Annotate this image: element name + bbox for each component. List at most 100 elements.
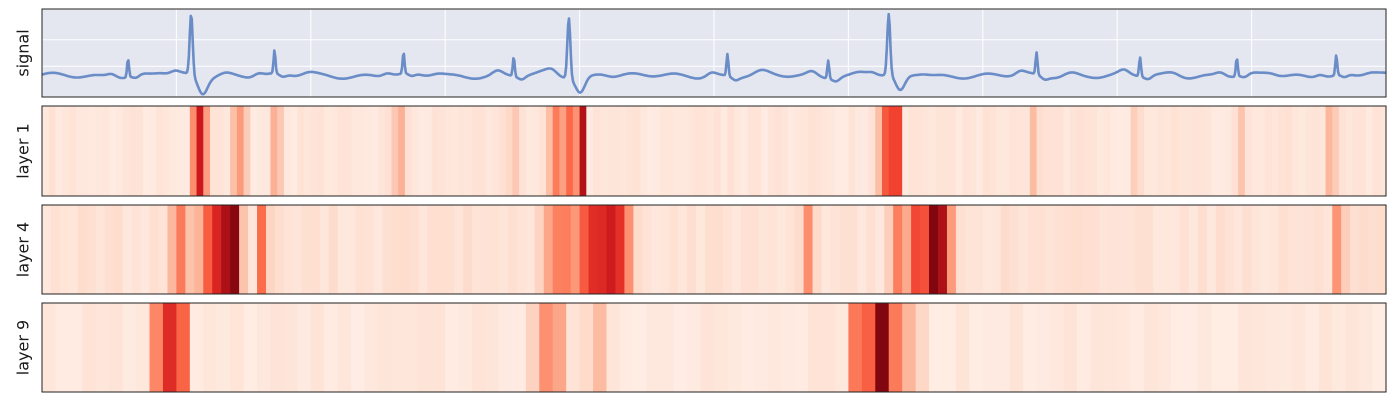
heatmap-cell [982,205,993,294]
heatmap-cell [1332,303,1347,392]
heatmap-cell [445,303,460,392]
heatmap-cell [77,205,88,294]
heatmap-cell [1023,106,1031,196]
heatmap-cell [42,303,57,392]
heatmap-cell [633,205,643,294]
heatmap-cell [814,106,823,196]
heatmap-cell [319,205,330,294]
heatmap-cell [418,205,428,294]
heatmap-cell [463,205,473,294]
heatmap-cell [687,303,702,392]
heatmap-cell [989,106,997,196]
heatmap-cell [301,205,312,294]
heatmap-cell [1345,303,1360,392]
heatmap-cell [1352,106,1360,196]
heatmap-cell [693,106,702,196]
heatmap-cell [351,303,366,392]
heatmap-cell [1215,205,1226,294]
heatmap-cell [310,106,319,196]
heatmap-cell [1341,205,1351,294]
heatmap-cell [292,205,303,294]
heatmap-cell [169,106,177,196]
heatmap-cell [680,106,688,196]
heatmap-cell [808,106,816,196]
heatmap-cell [922,106,930,196]
heatmap-cell [929,205,939,294]
heatmap-cell [357,106,366,196]
heatmap-cell [1135,205,1145,294]
heatmap-cell [996,303,1011,392]
heatmap-cell [102,106,110,196]
heatmap-cell [505,106,513,196]
heatmap-cell [270,106,278,196]
heatmap-cell [1090,303,1105,392]
heatmap-cell [1130,106,1138,196]
heatmap-cell [257,106,265,196]
heatmap-cell [472,303,487,392]
heatmap-cell [572,106,581,196]
heatmap-cell [1265,303,1280,392]
heatmap-cell [236,106,245,196]
heatmap-cell [156,106,164,196]
heatmap-cell [866,205,876,294]
heatmap-cell [1251,106,1259,196]
heatmap-cell [705,205,715,294]
heatmap-cell [176,106,184,196]
panel-layer-9: layer 9 [14,302,1387,393]
heatmap-cell [828,106,836,196]
heatmap-cell [1305,106,1313,196]
heatmap-cell [478,106,487,196]
heatmap-cell [481,205,491,294]
heatmap-cell [243,303,258,392]
heatmap-cell [230,106,238,196]
panel-signal: signal [14,8,1387,98]
heatmap-cell [140,205,151,294]
heatmap-cell [418,303,433,392]
heatmap-cell [722,205,733,294]
heatmap-cell [136,106,144,196]
heatmap-cell [158,205,169,294]
heatmap-cell [1191,106,1199,196]
heatmap-cell [1063,106,1071,196]
heatmap-cell [1197,303,1212,392]
heatmap-cell [714,205,724,294]
heatmap-cell [409,205,419,294]
heatmap-cell [1043,106,1051,196]
heatmap-cell [1009,205,1020,294]
heatmap-cell [626,106,634,196]
heatmap-cell [391,106,399,196]
heatmap-cell [1054,205,1065,294]
heatmap-cell [68,106,77,196]
heatmap-cell [624,205,634,294]
heatmap-cell [774,106,782,196]
heatmap-cell [512,106,520,196]
heatmap-cell [1372,303,1387,392]
heatmap-cell [955,303,970,392]
heatmap-cell [767,106,776,196]
heatmap-cell [606,303,621,392]
heatmap-cell [109,106,117,196]
heatmap-cell [1117,205,1127,294]
heatmap-cell [929,303,944,392]
heatmap-cell [398,106,406,196]
heatmap-cell [740,303,755,392]
heatmap-cell [317,106,325,196]
heatmap-cell [485,303,500,392]
heatmap-cell [1231,106,1239,196]
heatmap-cell [1345,106,1353,196]
heatmap-cell [976,106,984,196]
heatmap-cell [425,106,433,196]
heatmap-cell [189,303,204,392]
heatmap-cell [149,303,164,392]
heatmap-cell [848,106,856,196]
heatmap-cell [666,106,675,196]
heatmap-cell [55,303,70,392]
heatmap-cell [62,106,70,196]
heatmap-cell [566,303,581,392]
heatmap-cell [1126,205,1136,294]
y-axis-label: signal [14,29,33,76]
heatmap-cell [1359,205,1369,294]
heatmap-cell [552,303,567,392]
heatmap-cell [1379,106,1387,196]
heatmap-cell [1117,303,1132,392]
